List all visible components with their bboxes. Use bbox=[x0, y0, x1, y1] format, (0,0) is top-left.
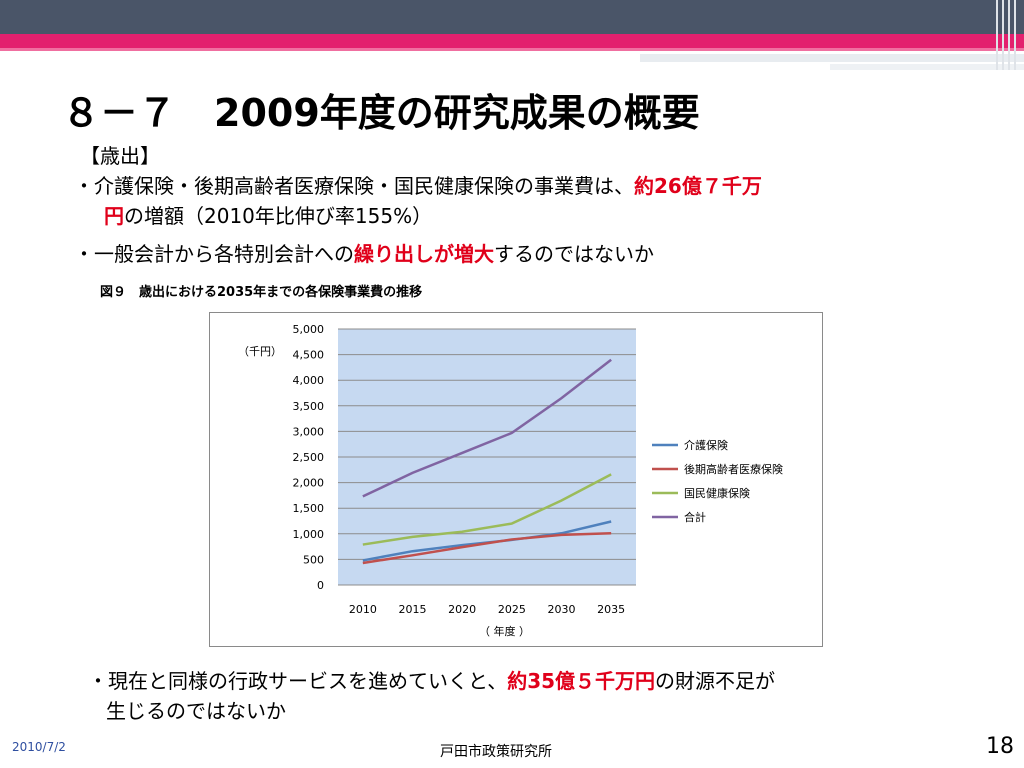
decor-stripe bbox=[640, 54, 1024, 62]
legend-label: 国民健康保険 bbox=[684, 486, 750, 500]
series-line bbox=[362, 473, 612, 546]
x-tick-label: 2010 bbox=[349, 603, 377, 616]
bullet-3-text-2: の財源不足が bbox=[655, 669, 776, 693]
bullet-2-text-2: するのではないか bbox=[494, 242, 654, 266]
bullet-1-text: ・介護保険・後期高齢者医療保険・国民健康保険の事業費は、 bbox=[74, 174, 634, 198]
y-tick-label: 4,000 bbox=[293, 374, 325, 387]
x-axis-label: （ 年度 ） bbox=[479, 624, 530, 638]
bullet-2-text: ・一般会計から各特別会計への bbox=[74, 242, 354, 266]
bullet-3-text: ・現在と同様の行政サービスを進めていくと、 bbox=[88, 669, 508, 693]
y-tick-label: 4,500 bbox=[293, 349, 325, 362]
series-line bbox=[362, 532, 612, 565]
y-tick-label: 2,000 bbox=[293, 477, 325, 490]
y-tick-label: 5,000 bbox=[293, 323, 325, 336]
y-tick-label: 3,000 bbox=[293, 425, 325, 438]
bullet-2: ・一般会計から各特別会計への繰り出しが増大するのではないか bbox=[74, 240, 654, 268]
x-tick-label: 2025 bbox=[498, 603, 526, 616]
x-tick-label: 2015 bbox=[399, 603, 427, 616]
footer-date: 2010/7/2 bbox=[12, 740, 66, 754]
bullet-1-highlight: 約26億７千万 bbox=[634, 174, 762, 198]
legend-label: 合計 bbox=[684, 510, 706, 524]
slide-title: ８－７ 2009年度の研究成果の概要 bbox=[62, 91, 700, 135]
bullet-1-line-2: 円の増額（2010年比伸び率155%） bbox=[104, 202, 432, 230]
accent-line bbox=[0, 48, 1024, 51]
x-tick-label: 2035 bbox=[597, 603, 625, 616]
line-chart: 0 500 1,000 1,500 2,000 2,500 3,000 3,500 4,000 4… bbox=[209, 312, 823, 647]
bullet-3-line-2: 生じるのではないか bbox=[106, 699, 286, 723]
accent-bar bbox=[0, 34, 1024, 48]
section-label: 【歳出】 bbox=[80, 144, 160, 168]
bullet-3-line-1: ・現在と同様の行政サービスを進めていくと、約35億５千万円の財源不足が bbox=[88, 667, 775, 695]
series-line bbox=[362, 358, 612, 498]
chart-svg: 0 500 1,000 1,500 2,000 2,500 3,000 3,500 4,000 4… bbox=[238, 323, 783, 638]
legend-label: 介護保険 bbox=[684, 438, 728, 452]
top-banner bbox=[0, 0, 1024, 34]
bullet-1-text-2: の増額（2010年比伸び率155%） bbox=[124, 204, 433, 228]
y-axis-label: （千円） bbox=[238, 345, 282, 358]
bullet-1-highlight-2: 円 bbox=[104, 204, 124, 228]
decor-vertical-lines bbox=[992, 0, 1024, 70]
y-tick-label: 2,500 bbox=[293, 451, 325, 464]
x-tick-label: 2020 bbox=[448, 603, 476, 616]
decor-stripe-small bbox=[830, 64, 1024, 70]
y-tick-label: 3,500 bbox=[293, 400, 325, 413]
legend-label: 後期高齢者医療保険 bbox=[684, 462, 783, 476]
y-tick-label: 1,000 bbox=[293, 528, 325, 541]
bullet-2-highlight: 繰り出しが増大 bbox=[354, 242, 494, 266]
footer-organization: 戸田市政策研究所 bbox=[440, 744, 552, 760]
x-tick-label: 2030 bbox=[548, 603, 576, 616]
bullet-3-highlight: 約35億５千万円 bbox=[507, 669, 656, 693]
y-tick-label: 0 bbox=[317, 579, 324, 592]
page-number: 18 bbox=[986, 734, 1014, 759]
bullet-1-line-1: ・介護保険・後期高齢者医療保険・国民健康保険の事業費は、約26億７千万 bbox=[74, 172, 762, 200]
figure-caption: 図９ 歳出における2035年までの各保険事業費の推移 bbox=[100, 285, 423, 300]
y-tick-label: 1,500 bbox=[293, 502, 325, 515]
y-tick-label: 500 bbox=[303, 553, 324, 566]
